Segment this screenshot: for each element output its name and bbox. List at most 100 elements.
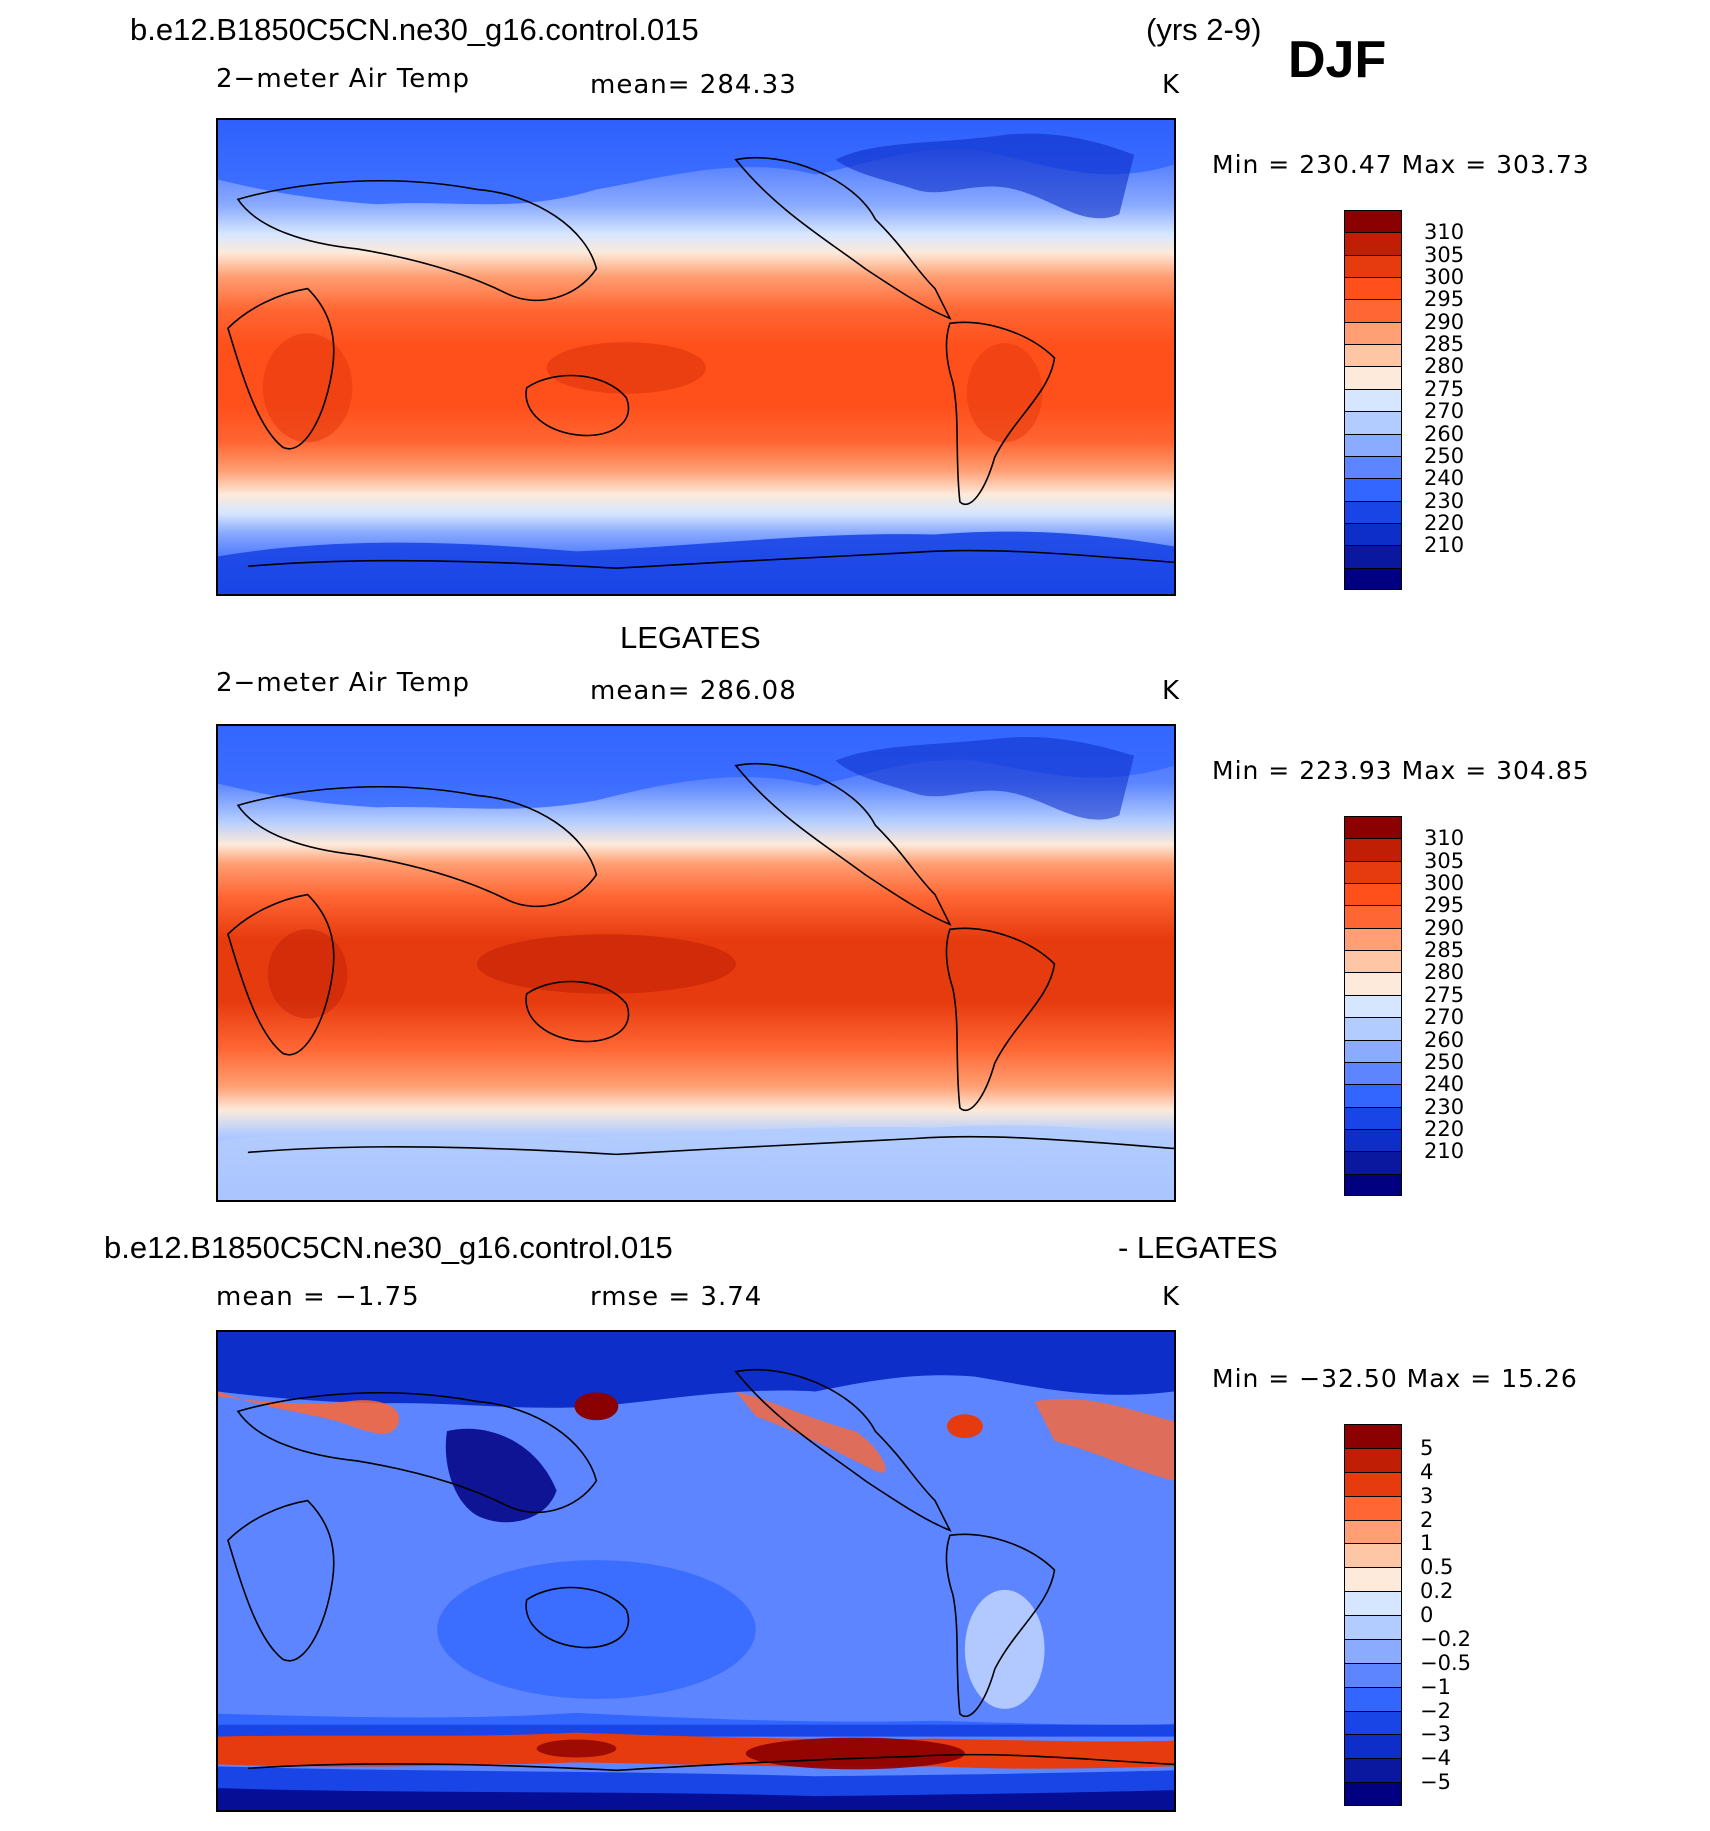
colorbar-swatch — [1345, 1639, 1401, 1664]
colorbar-swatch — [1345, 412, 1401, 435]
colorbar-swatch — [1345, 1040, 1401, 1063]
colorbar-tick-label: −1 — [1420, 1674, 1451, 1699]
panel3-title-right: - LEGATES — [1118, 1230, 1278, 1265]
colorbar-tick-label: 240 — [1424, 466, 1465, 491]
colorbar-tick-label: 305 — [1424, 242, 1465, 267]
panel1-variable: 2−meter Air Temp — [216, 64, 471, 94]
colorbar-tick-label: 220 — [1424, 1116, 1465, 1141]
colorbar-tick-label: 270 — [1424, 1005, 1465, 1030]
colorbar-swatch — [1345, 1735, 1401, 1760]
colorbar-tick-label: 295 — [1424, 287, 1465, 312]
colorbar-tick-label: 0.5 — [1420, 1555, 1454, 1580]
colorbar-swatch — [1345, 1496, 1401, 1521]
colorbar-tick-label: 5 — [1420, 1435, 1434, 1460]
colorbar-swatch — [1345, 523, 1401, 547]
colorbar-tick-label: 240 — [1424, 1072, 1465, 1097]
panel2-temperature-field — [218, 726, 1174, 1200]
colorbar-swatch — [1345, 456, 1401, 480]
colorbar-swatch — [1345, 345, 1401, 368]
colorbar-tick-label: 275 — [1424, 982, 1465, 1007]
colorbar-tick-label: −2 — [1420, 1698, 1451, 1723]
colorbar-swatch — [1345, 1107, 1401, 1130]
colorbar-swatch — [1345, 928, 1401, 952]
colorbar-tick-label: 2 — [1420, 1507, 1434, 1532]
colorbar-swatch — [1345, 1062, 1401, 1086]
panel2-map — [216, 724, 1176, 1202]
colorbar-tick-label: 300 — [1424, 265, 1465, 290]
colorbar-swatch — [1345, 568, 1401, 589]
colorbar-swatch — [1345, 1783, 1401, 1805]
colorbar-tick-label: 220 — [1424, 510, 1465, 535]
colorbar-swatch — [1345, 906, 1401, 929]
colorbar-swatch — [1345, 1152, 1401, 1175]
colorbar-tick-label: 250 — [1424, 443, 1465, 468]
colorbar-tick-label: 280 — [1424, 960, 1465, 985]
panel3-map — [216, 1330, 1176, 1812]
colorbar-swatch — [1345, 1472, 1401, 1497]
colorbar-swatch — [1345, 1663, 1401, 1688]
colorbar-swatch — [1345, 1711, 1401, 1736]
colorbar-tick-label: 300 — [1424, 871, 1465, 896]
colorbar-swatch — [1345, 1544, 1401, 1569]
colorbar-tick-label: 0 — [1420, 1603, 1434, 1627]
case-title: b.e12.B1850C5CN.ne30_g16.control.015 — [130, 12, 699, 47]
colorbar-tick-label: −3 — [1420, 1722, 1451, 1747]
colorbar-tick-label: 270 — [1424, 399, 1465, 424]
colorbar-swatch — [1345, 211, 1401, 234]
colorbar-tick-label: 260 — [1424, 1027, 1465, 1052]
colorbar-tick-label: 230 — [1424, 488, 1465, 513]
colorbar-swatch — [1345, 546, 1401, 569]
colorbar-tick-label: 0.2 — [1420, 1579, 1454, 1604]
colorbar-swatch — [1345, 884, 1401, 907]
panel3-minmax: Min = −32.50 Max = 15.26 — [1212, 1364, 1578, 1393]
colorbar-swatch — [1345, 434, 1401, 457]
panel2-variable: 2−meter Air Temp — [216, 668, 471, 698]
colorbar-tick-label: 290 — [1424, 309, 1465, 334]
panel1-units: K — [1162, 70, 1181, 100]
colorbar-swatch — [1345, 995, 1401, 1019]
colorbar-swatch — [1345, 389, 1401, 413]
colorbar-swatch — [1345, 1448, 1401, 1473]
colorbar-swatch — [1345, 839, 1401, 862]
colorbar-swatch — [1345, 1568, 1401, 1593]
panel3-colorbar — [1344, 1424, 1402, 1806]
colorbar-swatch — [1345, 1687, 1401, 1712]
colorbar-swatch — [1345, 479, 1401, 502]
colorbar-swatch — [1345, 367, 1401, 390]
colorbar-tick-label: 210 — [1424, 1139, 1465, 1164]
panel2-colorbar — [1344, 816, 1402, 1196]
colorbar-swatch — [1345, 1520, 1401, 1545]
panel3-mean: mean = −1.75 — [216, 1282, 420, 1312]
panel3-rmse: rmse = 3.74 — [590, 1282, 763, 1312]
colorbar-tick-label: 3 — [1420, 1483, 1434, 1508]
panel1-colorbar — [1344, 210, 1402, 590]
colorbar-swatch — [1345, 1174, 1401, 1195]
colorbar-tick-label: −4 — [1420, 1746, 1451, 1771]
colorbar-swatch — [1345, 1018, 1401, 1041]
colorbar-tick-label: −5 — [1420, 1770, 1451, 1795]
colorbar-swatch — [1345, 1129, 1401, 1153]
colorbar-swatch — [1345, 233, 1401, 256]
colorbar-swatch — [1345, 1592, 1401, 1616]
colorbar-swatch — [1345, 255, 1401, 279]
panel1-mean: mean= 284.33 — [590, 70, 797, 100]
colorbar-tick-label: 280 — [1424, 354, 1465, 379]
colorbar-swatch — [1345, 1759, 1401, 1784]
colorbar-tick-label: −0.2 — [1420, 1626, 1471, 1651]
colorbar-tick-label: 290 — [1424, 915, 1465, 940]
panel1-minmax: Min = 230.47 Max = 303.73 — [1212, 150, 1590, 179]
colorbar-tick-label: 275 — [1424, 376, 1465, 401]
colorbar-tick-label: −0.5 — [1420, 1650, 1471, 1675]
colorbar-swatch — [1345, 1616, 1401, 1640]
colorbar-tick-label: 210 — [1424, 533, 1465, 558]
panel2-units: K — [1162, 676, 1181, 706]
colorbar-swatch — [1345, 951, 1401, 974]
panel1-map — [216, 118, 1176, 596]
colorbar-swatch — [1345, 1425, 1401, 1449]
colorbar-swatch — [1345, 973, 1401, 996]
colorbar-tick-label: 285 — [1424, 332, 1465, 357]
colorbar-swatch — [1345, 278, 1401, 301]
panel3-difference-field — [218, 1332, 1174, 1810]
colorbar-tick-label: 230 — [1424, 1094, 1465, 1119]
panel2-minmax: Min = 223.93 Max = 304.85 — [1212, 756, 1590, 785]
